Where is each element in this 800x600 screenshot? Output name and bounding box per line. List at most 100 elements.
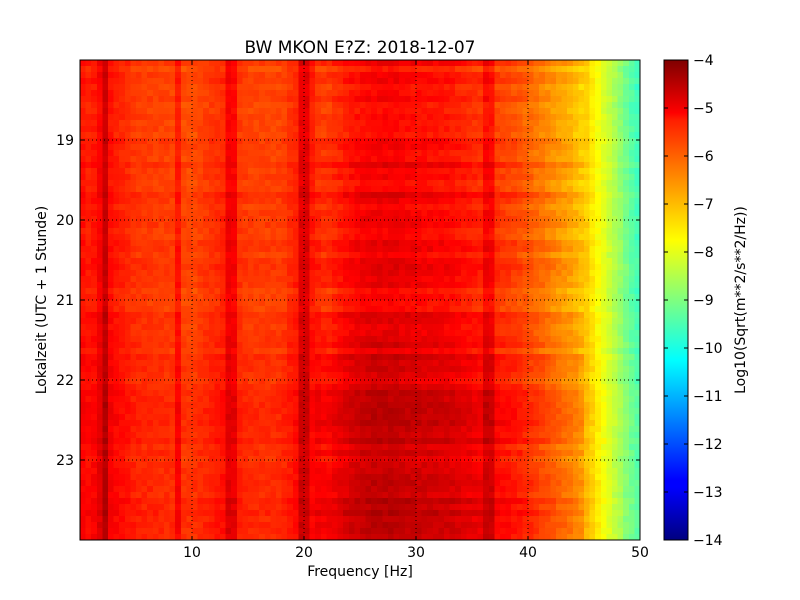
heatmap-cell (326, 252, 333, 259)
heatmap-cell (348, 138, 355, 145)
heatmap-cell (292, 336, 299, 343)
heatmap-cell (410, 240, 417, 247)
heatmap-cell (348, 210, 355, 217)
heatmap-cell (276, 126, 283, 133)
heatmap-cell (617, 264, 624, 271)
heatmap-cell (612, 234, 619, 241)
heatmap-cell (124, 72, 131, 79)
heatmap-cell (136, 318, 143, 325)
heatmap-cell (528, 60, 535, 67)
heatmap-cell (242, 234, 249, 241)
heatmap-cell (197, 84, 204, 91)
heatmap-cell (208, 108, 215, 115)
heatmap-cell (410, 270, 417, 277)
heatmap-cell (494, 300, 501, 307)
heatmap-cell (382, 294, 389, 301)
heatmap-cell (192, 288, 199, 295)
heatmap-cell (152, 60, 159, 67)
heatmap-cell (96, 252, 103, 259)
heatmap-cell (371, 144, 378, 151)
heatmap-cell (595, 288, 602, 295)
heatmap-cell (152, 228, 159, 235)
heatmap-cell (214, 240, 221, 247)
heatmap-cell (432, 96, 439, 103)
heatmap-cell (410, 234, 417, 241)
heatmap-cell (80, 312, 87, 319)
heatmap-cell (556, 306, 563, 313)
heatmap-cell (444, 336, 451, 343)
heatmap-cell (102, 348, 109, 355)
heatmap-cell (449, 300, 456, 307)
heatmap-cell (96, 258, 103, 265)
heatmap-cell (309, 276, 316, 283)
heatmap-cell (147, 240, 154, 247)
heatmap-cell (276, 174, 283, 181)
heatmap-cell (180, 162, 187, 169)
heatmap-cell (500, 90, 507, 97)
heatmap-cell (438, 138, 445, 145)
heatmap-cell (124, 216, 131, 223)
heatmap-cell (617, 282, 624, 289)
heatmap-cell (634, 270, 641, 277)
heatmap-cell (214, 120, 221, 127)
heatmap-cell (197, 96, 204, 103)
heatmap-cell (600, 186, 607, 193)
heatmap-cell (567, 210, 574, 217)
heatmap-cell (119, 324, 126, 331)
heatmap-cell (292, 228, 299, 235)
heatmap-cell (376, 330, 383, 337)
heatmap-cell (516, 168, 523, 175)
heatmap-cell (533, 156, 540, 163)
heatmap-cell (236, 138, 243, 145)
heatmap-cell (348, 282, 355, 289)
heatmap-cell (460, 168, 467, 175)
heatmap-cell (253, 270, 260, 277)
heatmap-cell (208, 264, 215, 271)
heatmap-cell (455, 306, 462, 313)
heatmap-cell (108, 282, 115, 289)
heatmap-cell (147, 330, 154, 337)
heatmap-cell (130, 60, 137, 67)
heatmap-cell (309, 300, 316, 307)
heatmap-cell (130, 114, 137, 121)
heatmap-cell (276, 210, 283, 217)
heatmap-cell (248, 126, 255, 133)
heatmap-cell (595, 84, 602, 91)
heatmap-cell (91, 66, 98, 73)
heatmap-cell (550, 228, 557, 235)
heatmap-cell (382, 60, 389, 67)
heatmap-cell (326, 306, 333, 313)
heatmap-cell (253, 216, 260, 223)
heatmap-cell (516, 162, 523, 169)
heatmap-cell (259, 78, 266, 85)
heatmap-cell (354, 258, 361, 265)
heatmap-cell (432, 144, 439, 151)
heatmap-cell (432, 84, 439, 91)
heatmap-cell (449, 204, 456, 211)
heatmap-cell (533, 270, 540, 277)
heatmap-cell (522, 294, 529, 301)
heatmap-cell (617, 240, 624, 247)
heatmap-cell (371, 78, 378, 85)
heatmap-cell (292, 180, 299, 187)
heatmap-cell (578, 96, 585, 103)
heatmap-cell (556, 138, 563, 145)
heatmap-cell (388, 288, 395, 295)
heatmap-cell (365, 162, 372, 169)
heatmap-cell (628, 102, 635, 109)
heatmap-cell (421, 216, 428, 223)
heatmap-cell (348, 300, 355, 307)
heatmap-cell (360, 306, 367, 313)
heatmap-cell (281, 192, 288, 199)
heatmap-cell (421, 306, 428, 313)
heatmap-cell (309, 156, 316, 163)
heatmap-cell (410, 114, 417, 121)
heatmap-cell (595, 174, 602, 181)
heatmap-cell (281, 120, 288, 127)
heatmap-cell (371, 228, 378, 235)
heatmap-cell (292, 252, 299, 259)
heatmap-cell (360, 348, 367, 355)
heatmap-cell (595, 276, 602, 283)
heatmap-cell (169, 168, 176, 175)
heatmap-cell (164, 78, 171, 85)
